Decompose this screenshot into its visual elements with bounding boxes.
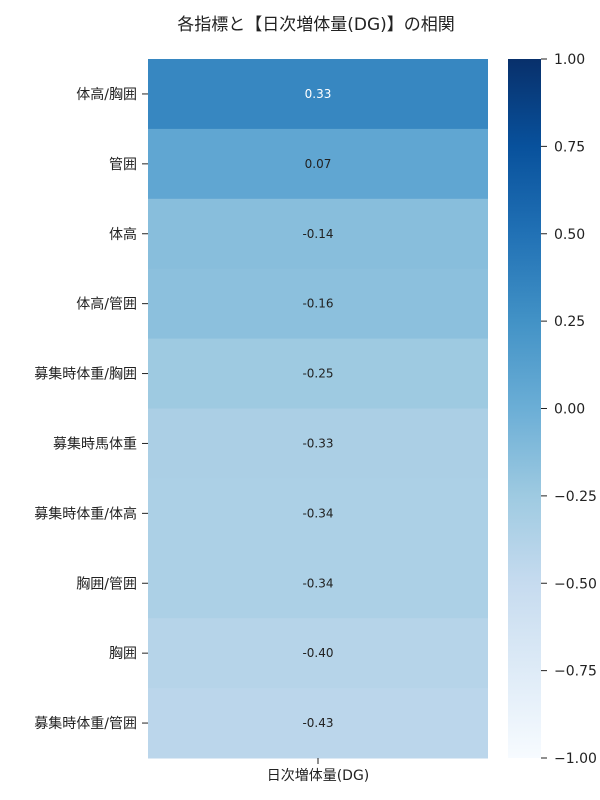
heatmap-cell: [148, 618, 488, 689]
cell-value-label: 0.33: [305, 87, 332, 101]
cell-value-label: -0.40: [302, 646, 333, 660]
cell-value-label: 0.07: [305, 157, 332, 171]
heatmap-cells: 0.33 0.07 -0.14 -0.16 -0.25 -0.33 -0.34 -0.34 -0…: [148, 59, 488, 759]
x-axis-label: 日次増体量(DG): [267, 768, 370, 784]
row-label: 体高/管囲: [76, 296, 137, 313]
heatmap-cell: [148, 548, 488, 619]
heatmap-cell: [148, 59, 488, 130]
colorbar-tick-label: −1.00: [554, 751, 597, 767]
row-label: 体高/胸囲: [76, 86, 137, 103]
x-axis: 日次増体量(DG): [267, 758, 370, 784]
colorbar-tick-label: 0.75: [554, 139, 585, 155]
cell-value-label: -0.14: [302, 227, 333, 241]
chart-title: 各指標と【日次増体量(DG)】の相関: [177, 15, 455, 35]
cell-value-label: -0.34: [302, 506, 333, 520]
colorbar-tick-label: 0.25: [554, 314, 585, 330]
heatmap-cell: [148, 338, 488, 409]
colorbar-tick-label: −0.25: [554, 489, 597, 505]
heatmap-cell: [148, 198, 488, 270]
cell-value-label: -0.43: [302, 716, 333, 730]
heatmap-cell: [148, 688, 488, 759]
row-label: 募集時体重/管囲: [34, 715, 137, 732]
row-label: 募集時体重/胸囲: [34, 366, 137, 383]
cell-value-label: -0.25: [302, 367, 333, 381]
heatmap-cell: [148, 478, 488, 549]
colorbar-ticks: 1.00 0.75 0.50 0.25 0.00 −0.25 −0.50 −0.75 −1.00: [541, 52, 597, 767]
heatmap-cell: [148, 128, 488, 200]
cell-value-label: -0.34: [302, 576, 333, 590]
row-label: 胸囲/管囲: [76, 576, 137, 592]
row-label: 募集時馬体重: [53, 435, 137, 452]
heatmap-cell: [148, 408, 488, 479]
row-labels: 体高/胸囲管囲体高体高/管囲募集時体重/胸囲募集時馬体重募集時体重/体高胸囲/管…: [34, 86, 148, 732]
heatmap-cell: [148, 268, 488, 340]
colorbar-tick-label: −0.75: [554, 664, 597, 680]
colorbar-tick-label: −0.50: [554, 576, 597, 592]
colorbar: 1.00 0.75 0.50 0.25 0.00 −0.25 −0.50 −0.75 −1.00: [508, 52, 597, 767]
colorbar-gradient: [508, 59, 541, 758]
colorbar-tick-label: 0.00: [554, 402, 585, 418]
colorbar-tick-label: 1.00: [554, 52, 585, 68]
cell-value-label: -0.33: [302, 436, 333, 450]
colorbar-tick-label: 0.50: [554, 227, 585, 243]
row-label: 募集時体重/体高: [34, 505, 137, 522]
row-label: 体高: [109, 226, 137, 243]
row-label: 管囲: [109, 157, 137, 173]
cell-value-label: -0.16: [302, 297, 333, 311]
row-label: 胸囲: [109, 646, 137, 662]
